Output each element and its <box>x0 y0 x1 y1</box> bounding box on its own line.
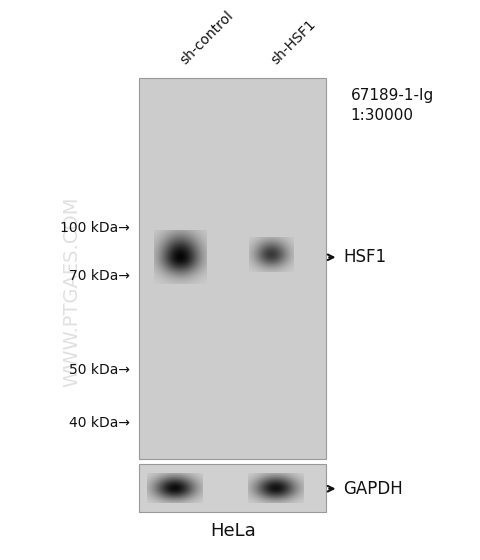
Text: HSF1: HSF1 <box>343 248 386 266</box>
Text: 100 kDa→: 100 kDa→ <box>60 221 130 235</box>
Text: sh-control: sh-control <box>178 8 236 67</box>
Text: 70 kDa→: 70 kDa→ <box>69 269 130 283</box>
Text: WWW.PTGAES.COM: WWW.PTGAES.COM <box>62 197 82 388</box>
Bar <box>139 78 326 459</box>
Text: 40 kDa→: 40 kDa→ <box>69 417 130 431</box>
Text: 67189-1-Ig
1:30000: 67189-1-Ig 1:30000 <box>350 88 433 123</box>
Text: sh-HSF1: sh-HSF1 <box>269 17 319 67</box>
Text: 50 kDa→: 50 kDa→ <box>69 363 130 377</box>
Text: GAPDH: GAPDH <box>343 480 403 498</box>
Text: HeLa: HeLa <box>210 522 256 540</box>
Bar <box>139 464 326 512</box>
